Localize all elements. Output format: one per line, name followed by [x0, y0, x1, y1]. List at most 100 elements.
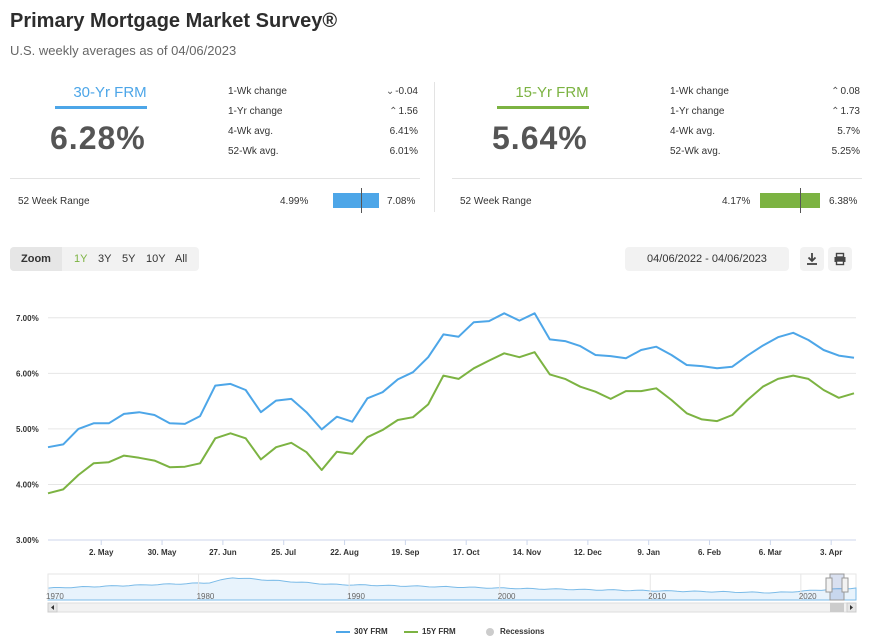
- x-tick-label: 14. Nov: [513, 548, 542, 557]
- stat-row: 4-Wk avg. 6.41%: [228, 124, 418, 144]
- range-bar: [333, 193, 379, 208]
- chevron-up-icon: ⌃: [389, 106, 398, 117]
- scrollbar-thumb[interactable]: [830, 603, 844, 612]
- rate-name: 30-Yr FRM: [73, 84, 147, 101]
- stat-value: 6.41%: [389, 126, 418, 137]
- main-line-chart[interactable]: 3.00% 4.00% 5.00% 6.00% 7.00% 2. May 30. May 27…: [0, 280, 876, 570]
- navigator-year-label: 1990: [347, 592, 365, 601]
- arrow-left-icon: [51, 605, 54, 610]
- rate-panel-30yr: 30-Yr FRM 6.28% 1-Wk change ⌄-0.04 1-Yr …: [10, 78, 420, 218]
- zoom-5y-button[interactable]: 5Y: [122, 253, 136, 265]
- stat-value: 5.25%: [831, 146, 860, 157]
- divider: [452, 178, 862, 179]
- legend-dot: [486, 628, 494, 636]
- navigator-handle-left[interactable]: [825, 577, 833, 593]
- scrollbar-track[interactable]: [47, 602, 857, 613]
- x-tick-label: 12. Dec: [574, 548, 603, 557]
- rate-stats: 1-Wk change ⌄-0.04 1-Yr change ⌃1.56 4-W…: [228, 84, 418, 164]
- range-low: 4.99%: [280, 196, 309, 207]
- stat-label: 1-Yr change: [670, 106, 725, 117]
- stat-value: ⌄-0.04: [385, 86, 418, 97]
- x-tick-label: 3. Apr: [820, 548, 842, 557]
- chevron-up-icon: ⌃: [831, 86, 840, 97]
- stat-row: 4-Wk avg. 5.7%: [670, 124, 860, 144]
- download-button[interactable]: [800, 247, 824, 271]
- x-tick-label: 19. Sep: [391, 548, 419, 557]
- navigator-year-label: 2010: [648, 592, 666, 601]
- stat-label: 52-Wk avg.: [228, 146, 279, 157]
- zoom-1y-button[interactable]: 1Y: [74, 253, 88, 265]
- panel-divider: [434, 82, 435, 212]
- chevron-up-icon: ⌃: [831, 106, 840, 117]
- stat-value: ⌃1.56: [389, 106, 418, 117]
- y-tick-label: 5.00%: [16, 425, 39, 434]
- zoom-all-button[interactable]: All: [175, 253, 188, 265]
- range-high: 7.08%: [387, 196, 416, 207]
- rate-value: 5.64%: [492, 120, 588, 156]
- chevron-down-icon: ⌄: [385, 86, 395, 97]
- navigator-chart[interactable]: 1970 1980 1990 2000 2010 2020: [0, 570, 876, 616]
- y-tick-label: 7.00%: [16, 314, 39, 323]
- y-tick-label: 6.00%: [16, 369, 39, 378]
- range-high: 6.38%: [829, 196, 858, 207]
- navigator-year-label: 1980: [197, 592, 215, 601]
- stat-label: 1-Wk change: [670, 86, 729, 97]
- stat-value: ⌃1.73: [831, 106, 860, 117]
- navigator-series: [47, 577, 857, 601]
- stat-row: 1-Yr change ⌃1.73: [670, 104, 860, 124]
- x-tick-label: 25. Jul: [271, 548, 296, 557]
- range-current-marker: [361, 188, 363, 213]
- x-tick-label: 9. Jan: [637, 548, 660, 557]
- y-tick-label: 4.00%: [16, 480, 39, 489]
- arrow-right-icon: [850, 605, 853, 610]
- navigator-year-label: 1970: [46, 592, 64, 601]
- navigator-handle-right[interactable]: [841, 577, 849, 593]
- range-label: 52 Week Range: [18, 196, 90, 207]
- range-bar: [760, 193, 820, 208]
- legend-swatch: [404, 631, 418, 633]
- rate-name-underline: [55, 106, 147, 109]
- stat-value: ⌃0.08: [831, 86, 860, 97]
- legend-label: 30Y FRM: [354, 627, 388, 636]
- rate-panel-15yr: 15-Yr FRM 5.64% 1-Wk change ⌃0.08 1-Yr c…: [452, 78, 862, 218]
- chart-legend: 30Y FRM 15Y FRM Recessions: [0, 625, 876, 639]
- print-button[interactable]: [828, 247, 852, 271]
- range-current-marker: [799, 188, 801, 213]
- zoom-label: Zoom: [10, 247, 62, 271]
- page-subtitle: U.S. weekly averages as of 04/06/2023: [10, 43, 237, 58]
- x-tick-label: 17. Oct: [453, 548, 480, 557]
- stat-row: 1-Wk change ⌄-0.04: [228, 84, 418, 104]
- series-line-30y: [47, 312, 855, 449]
- y-tick-label: 3.00%: [16, 536, 39, 545]
- x-tick-label: 30. May: [148, 548, 177, 557]
- stat-label: 52-Wk avg.: [670, 146, 721, 157]
- navigator-year-label: 2020: [799, 592, 817, 601]
- legend-label: 15Y FRM: [422, 627, 456, 636]
- rate-value: 6.28%: [50, 120, 146, 156]
- zoom-toolbar: Zoom 1Y 3Y 5Y 10Y All: [10, 247, 199, 271]
- stat-label: 1-Wk change: [228, 86, 287, 97]
- zoom-3y-button[interactable]: 3Y: [98, 253, 112, 265]
- date-range-input[interactable]: 04/06/2022 - 04/06/2023: [625, 247, 789, 271]
- stat-row: 1-Wk change ⌃0.08: [670, 84, 860, 104]
- rate-name-underline: [497, 106, 589, 109]
- legend-swatch: [336, 631, 350, 633]
- stat-label: 1-Yr change: [228, 106, 283, 117]
- rate-stats: 1-Wk change ⌃0.08 1-Yr change ⌃1.73 4-Wk…: [670, 84, 860, 164]
- stat-row: 1-Yr change ⌃1.56: [228, 104, 418, 124]
- range-low: 4.17%: [722, 196, 751, 207]
- stat-row: 52-Wk avg. 6.01%: [228, 144, 418, 164]
- divider: [10, 178, 420, 179]
- x-tick-label: 2. May: [89, 548, 114, 557]
- range-label: 52 Week Range: [460, 196, 532, 207]
- download-icon: [807, 253, 817, 265]
- legend-label: Recessions: [500, 627, 545, 636]
- stat-value: 6.01%: [389, 146, 418, 157]
- zoom-10y-button[interactable]: 10Y: [146, 253, 166, 265]
- navigator-year-label: 2000: [498, 592, 516, 601]
- printer-icon: [834, 252, 846, 266]
- stat-value: 5.7%: [837, 126, 860, 137]
- x-tick-label: 27. Jun: [209, 548, 237, 557]
- rate-name: 15-Yr FRM: [515, 84, 589, 101]
- stat-label: 4-Wk avg.: [670, 126, 716, 137]
